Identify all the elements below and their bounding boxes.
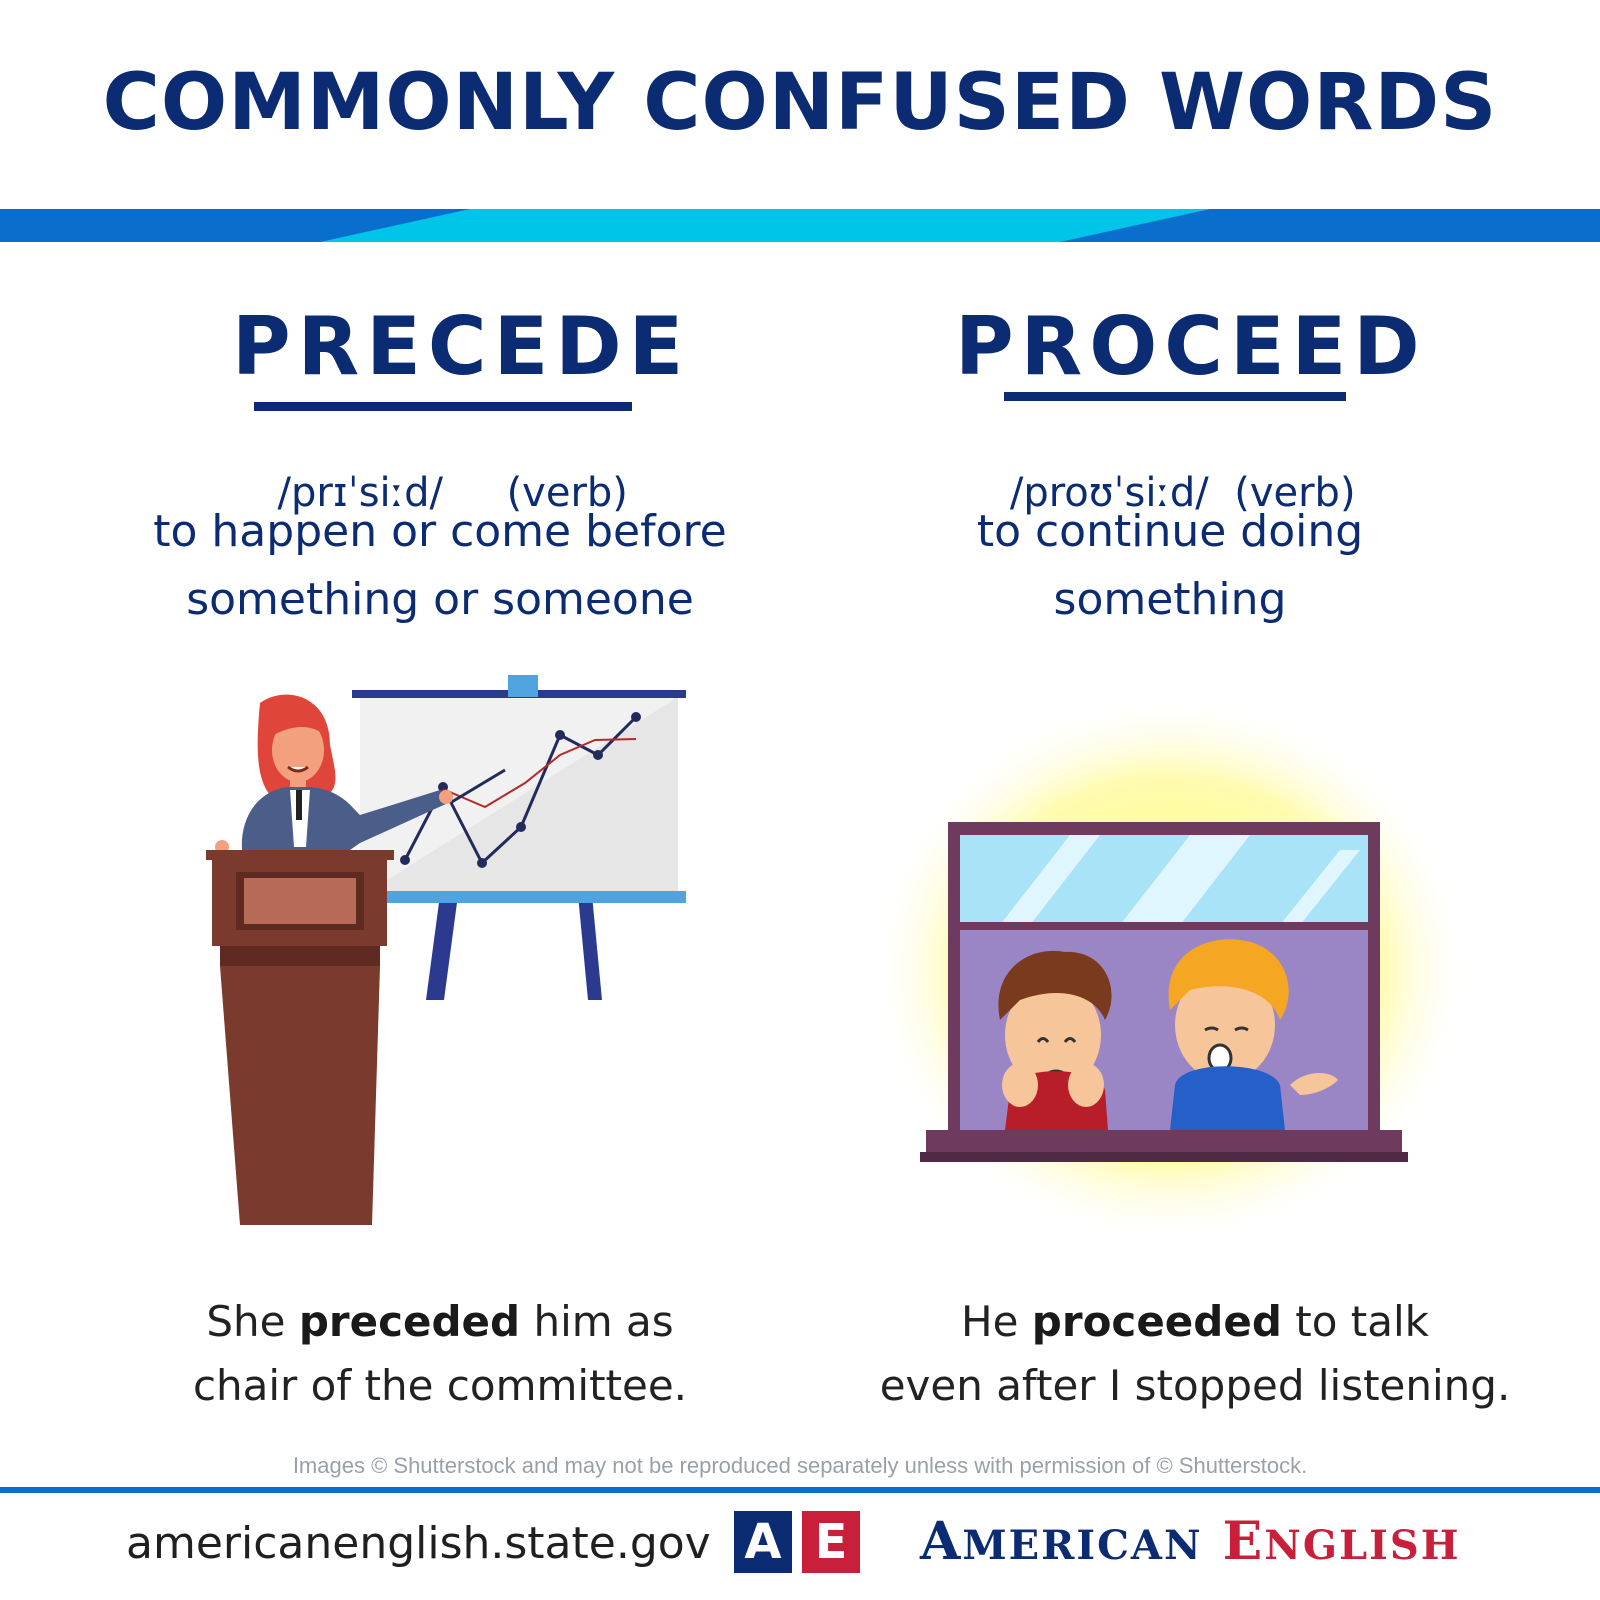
logo-e-box: E <box>802 1511 860 1573</box>
proceed-part-of-speech: (verb) <box>1234 470 1356 516</box>
precede-underline <box>254 402 632 411</box>
precede-pronunciation-row: /prɪˈsiːd/ (verb) <box>180 424 700 516</box>
proceed-pronunciation: /proʊˈsiːd/ <box>1009 470 1209 516</box>
precede-example-bold: preceded <box>298 1297 521 1346</box>
proceed-example: He proceeded to talk even after I stoppe… <box>879 1297 1511 1410</box>
word-proceed: PROCEED <box>955 300 1427 393</box>
site-link[interactable]: americanenglish.state.gov <box>126 1518 711 1569</box>
logo-a-box: A <box>734 1511 792 1573</box>
precede-part-of-speech: (verb) <box>506 470 628 516</box>
window-illustration <box>870 695 1470 1245</box>
brand-name: AMERICAN ENGLISH <box>920 1511 1461 1572</box>
word-precede: PRECEDE <box>232 300 691 393</box>
precede-definition: to happen or come before something or so… <box>153 506 727 625</box>
proceed-definition: to continue doing something <box>976 506 1364 625</box>
page-title: COMMONLY CONFUSED WORDS <box>102 58 1498 148</box>
proceed-example-bold: proceeded <box>1031 1297 1282 1346</box>
footer-divider <box>0 1487 1600 1493</box>
header-stripe <box>0 209 1600 242</box>
presenter-illustration <box>206 675 686 1225</box>
precede-pronunciation: /prɪˈsiːd/ <box>277 470 443 516</box>
proceed-pronunciation-row: /proʊˈsiːd/ (verb) <box>920 424 1420 516</box>
copyright-notice: Images © Shutterstock and may not be rep… <box>292 1453 1308 1478</box>
precede-example: She preceded him as chair of the committ… <box>192 1297 688 1410</box>
proceed-underline <box>1004 392 1346 401</box>
